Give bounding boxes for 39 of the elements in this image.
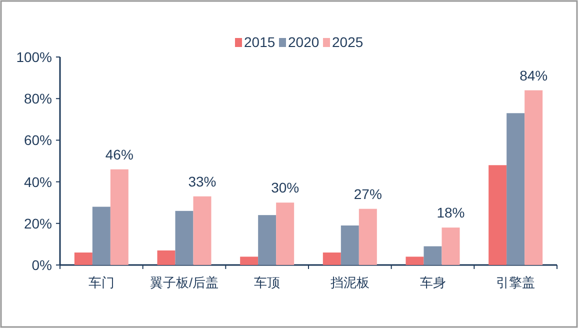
x-tick-label: 翼子板/后盖 <box>150 275 219 290</box>
y-tick-label: 40% <box>24 174 52 190</box>
y-tick-label: 100% <box>16 49 52 65</box>
x-tick-label: 车门 <box>88 275 114 290</box>
data-label: 27% <box>354 186 382 202</box>
data-label: 18% <box>436 204 465 221</box>
bar <box>406 256 424 265</box>
bar <box>193 196 212 265</box>
bar <box>424 246 442 265</box>
bar <box>506 113 525 265</box>
bar <box>157 250 176 265</box>
data-label: 33% <box>188 173 216 190</box>
bar <box>524 90 543 265</box>
bar <box>92 206 110 265</box>
bar <box>358 208 377 265</box>
y-tick-label: 60% <box>24 132 52 148</box>
x-tick-label: 挡泥板 <box>330 275 370 290</box>
y-tick-label: 0% <box>32 257 52 273</box>
legend-label: 2015 <box>244 34 276 50</box>
x-tick-label: 车顶 <box>254 275 280 290</box>
data-label: 46% <box>105 146 134 162</box>
bar <box>442 228 460 265</box>
legend-label: 2020 <box>288 34 320 50</box>
bar <box>74 252 92 265</box>
bar <box>488 165 507 265</box>
data-label: 84% <box>520 67 548 84</box>
bar <box>175 210 194 265</box>
legend-label: 2025 <box>332 34 364 50</box>
bar <box>340 225 359 265</box>
y-tick-label: 80% <box>24 90 52 107</box>
bar <box>276 202 294 265</box>
bar <box>110 169 128 265</box>
bar <box>322 252 341 265</box>
x-tick-label: 引擎盖 <box>496 275 536 290</box>
y-tick-label: 20% <box>24 215 52 232</box>
bar <box>240 256 258 265</box>
bar <box>258 215 276 265</box>
x-tick-label: 车身 <box>420 275 446 290</box>
data-label: 30% <box>271 180 300 196</box>
